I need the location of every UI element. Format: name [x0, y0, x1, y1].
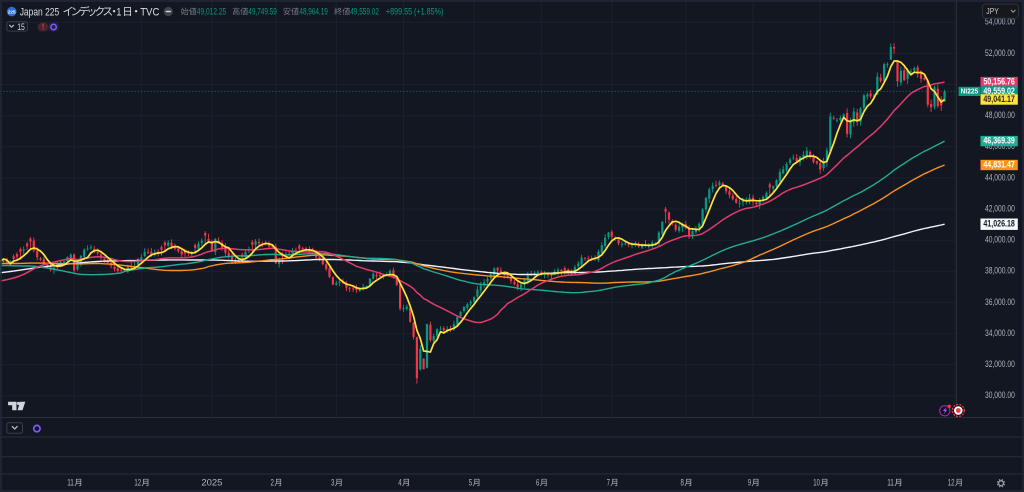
svg-text:46,369.39: 46,369.39 — [983, 136, 1015, 146]
svg-text:8: 8 — [681, 478, 684, 488]
svg-text:1: 1 — [116, 6, 121, 18]
svg-text:+899.55: +899.55 — [386, 6, 412, 16]
svg-text:48,964.19: 48,964.19 — [299, 6, 327, 16]
svg-text:!: ! — [42, 23, 45, 32]
svg-text:30,000.00: 30,000.00 — [985, 390, 1015, 400]
svg-text:NI225: NI225 — [961, 87, 979, 96]
svg-text:44,000.00: 44,000.00 — [985, 172, 1015, 182]
svg-text:10: 10 — [813, 478, 820, 488]
svg-text:9: 9 — [748, 478, 751, 488]
svg-text:7: 7 — [607, 478, 610, 488]
svg-text:54,000.00: 54,000.00 — [985, 17, 1015, 27]
svg-text:48,000.00: 48,000.00 — [985, 110, 1015, 120]
svg-text:49,749.59: 49,749.59 — [248, 6, 276, 16]
svg-text:11: 11 — [887, 478, 894, 488]
svg-text:41,026.18: 41,026.18 — [983, 219, 1015, 229]
svg-text:38,000.00: 38,000.00 — [985, 266, 1015, 276]
svg-text:32,000.00: 32,000.00 — [985, 359, 1015, 369]
svg-text:3: 3 — [331, 478, 334, 488]
svg-text:4: 4 — [398, 478, 401, 488]
svg-text:Japan 225: Japan 225 — [20, 6, 60, 18]
svg-text:11: 11 — [67, 478, 74, 488]
svg-text:42,000.00: 42,000.00 — [985, 204, 1015, 214]
svg-text:2: 2 — [271, 478, 274, 488]
svg-text:49,559.02: 49,559.02 — [983, 86, 1015, 96]
svg-text:15: 15 — [17, 22, 25, 32]
svg-text:TVC: TVC — [140, 6, 159, 18]
svg-text:(+1.85%): (+1.85%) — [414, 6, 443, 16]
svg-text:6: 6 — [536, 478, 539, 488]
svg-text:36,000.00: 36,000.00 — [985, 297, 1015, 307]
svg-text:34,000.00: 34,000.00 — [985, 328, 1015, 338]
svg-text:5: 5 — [469, 478, 472, 488]
svg-text:49,041.17: 49,041.17 — [983, 94, 1015, 104]
svg-text:JPY: JPY — [986, 7, 999, 16]
svg-text:49,012.25: 49,012.25 — [197, 6, 226, 16]
svg-text:40,000.00: 40,000.00 — [985, 235, 1015, 245]
svg-text:44,831.47: 44,831.47 — [983, 160, 1015, 170]
svg-text:52,000.00: 52,000.00 — [985, 48, 1015, 58]
svg-text:2025: 2025 — [201, 478, 222, 488]
svg-text:225: 225 — [8, 9, 16, 14]
svg-text:49,559.02: 49,559.02 — [350, 6, 379, 16]
svg-text:12: 12 — [948, 478, 955, 488]
svg-text:50,156.76: 50,156.76 — [983, 77, 1015, 87]
svg-text:12: 12 — [134, 478, 141, 488]
